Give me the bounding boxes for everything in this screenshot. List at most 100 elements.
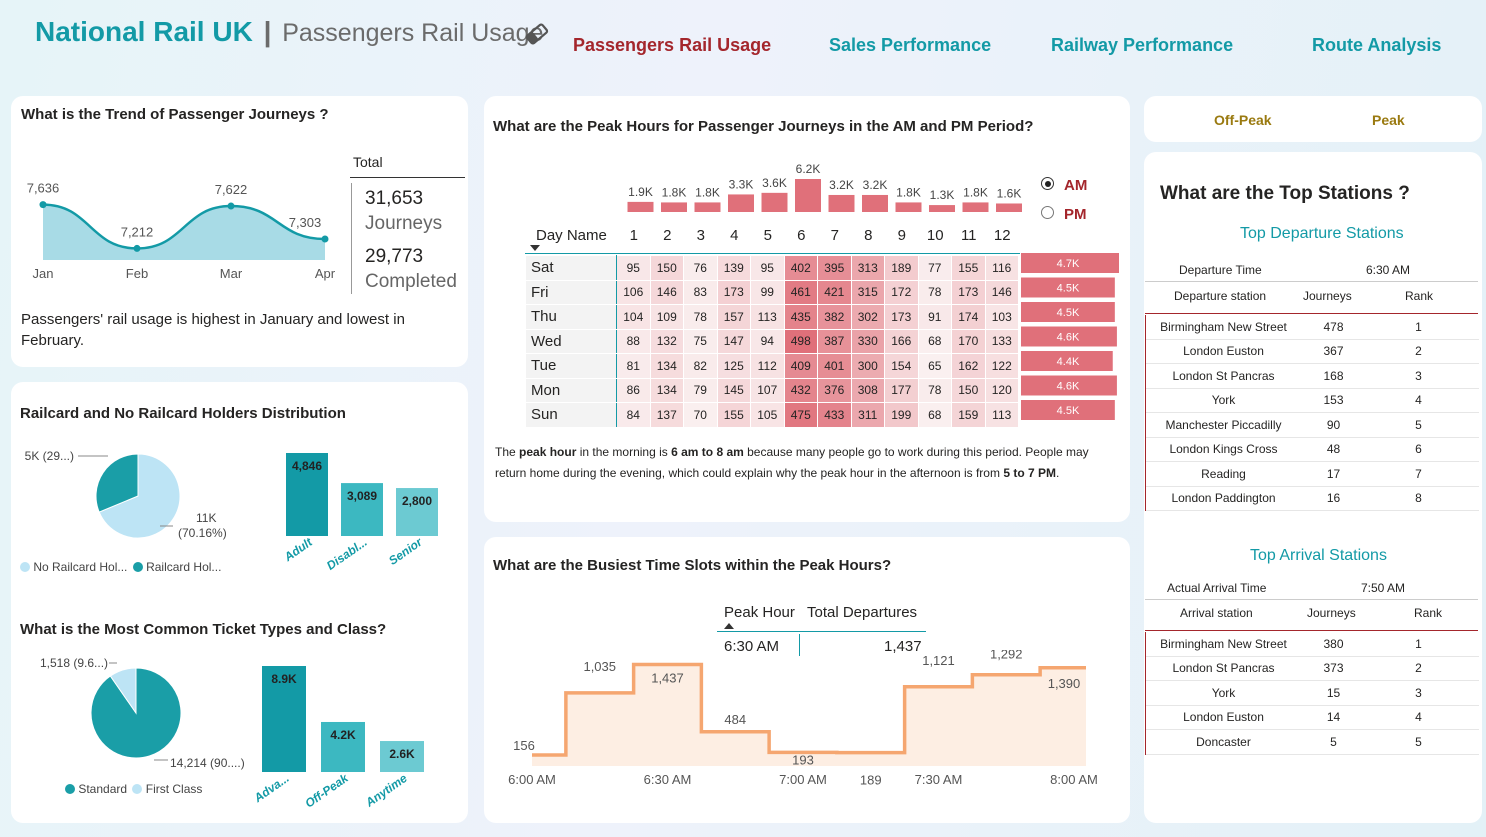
day-total-bar: [1021, 277, 1115, 298]
hour-total-label: 6.2K: [796, 162, 821, 176]
tab-peak[interactable]: Peak: [1372, 112, 1405, 128]
station-row[interactable]: Birmingham New Street 380 1: [1146, 632, 1479, 657]
dep-col-journeys[interactable]: Journeys: [1303, 289, 1352, 303]
hour-total-label: 3.3K: [729, 177, 754, 191]
station-row[interactable]: Manchester Piccadilly 90 5: [1146, 413, 1479, 438]
station-row[interactable]: York 153 4: [1146, 389, 1479, 413]
bar-category-label: Adva...: [251, 771, 292, 806]
brand-title: National Rail UK | Passengers Rail Usage: [35, 16, 543, 48]
heatmap-cell: 134: [649, 353, 684, 379]
hour-header[interactable]: 2: [663, 227, 672, 244]
sort-arrow-icon[interactable]: [530, 245, 540, 251]
station-row[interactable]: London Euston 14 4: [1146, 706, 1479, 730]
arr-col-journeys[interactable]: Journeys: [1307, 606, 1356, 620]
station-row[interactable]: London St Pancras 373 2: [1146, 657, 1479, 681]
station-row[interactable]: York 15 3: [1146, 681, 1479, 706]
hour-total-bar: [862, 194, 888, 212]
station-row[interactable]: Doncaster 5 5: [1146, 730, 1479, 755]
bar-data-label: 2,800: [402, 494, 432, 508]
nav-passengers-rail-usage[interactable]: Passengers Rail Usage: [573, 35, 772, 55]
trend-point: [39, 201, 47, 209]
day-total-label: 4.7K: [1057, 258, 1080, 270]
dep-col-station[interactable]: Departure station: [1174, 289, 1267, 303]
heatmap-cell: 147: [716, 328, 751, 354]
station-name-cell: Birmingham New Street: [1160, 319, 1287, 334]
station-row[interactable]: London St Pancras 168 3: [1146, 364, 1479, 389]
hour-header[interactable]: 9: [897, 227, 906, 244]
pie-pct-label: (70.16%): [178, 526, 227, 540]
rank-cell: 1: [1415, 319, 1422, 334]
heatmap-cell: 137: [649, 402, 684, 428]
pm-label[interactable]: PM: [1064, 206, 1087, 223]
dep-filter-row: Departure Time 6:30 AM: [1145, 258, 1478, 282]
trend-point: [227, 202, 235, 210]
nav-railway-performance[interactable]: Railway Performance: [1051, 35, 1234, 55]
am-label[interactable]: AM: [1064, 177, 1088, 194]
step-line: [532, 662, 1086, 757]
trend-x-tick: Apr: [315, 266, 336, 281]
bar-category-label: Anytime: [362, 771, 410, 810]
slots-col-peak-hour[interactable]: Peak Hour: [724, 604, 795, 621]
trend-area-fill: [43, 204, 325, 260]
heatmap-cell: 68: [917, 402, 952, 428]
hour-header[interactable]: 8: [864, 227, 873, 244]
day-total-bar: [1021, 400, 1115, 420]
arr-col-rank[interactable]: Rank: [1414, 606, 1443, 620]
station-name-cell: London St Pancras: [1172, 661, 1275, 676]
nav-sales-performance[interactable]: Sales Performance: [829, 35, 992, 55]
dep-col-rank[interactable]: Rank: [1405, 289, 1434, 303]
heatmap-cell: 402: [783, 255, 818, 281]
hour-header[interactable]: 5: [763, 227, 772, 244]
hour-header[interactable]: 11: [960, 227, 977, 244]
arr-filter-row: Actual Arrival Time 7:50 AM: [1145, 576, 1478, 600]
completed-value: 29,773: [365, 246, 424, 267]
hour-total-bar: [661, 202, 687, 212]
legend-no-railcard: No Railcard Hol...: [33, 560, 128, 574]
am-radio[interactable]: [1041, 177, 1054, 190]
heatmap-cell: 122: [984, 353, 1019, 379]
hour-total-label: 1.3K: [930, 188, 955, 202]
rank-cell: 2: [1415, 344, 1422, 359]
station-row[interactable]: London Paddington 16 8: [1146, 487, 1479, 511]
nav-route-analysis[interactable]: Route Analysis: [1312, 35, 1442, 55]
hour-header[interactable]: 1: [629, 227, 638, 244]
heatmap-cell: 84: [616, 402, 651, 428]
arr-col-station[interactable]: Arrival station: [1180, 606, 1253, 620]
pm-radio[interactable]: [1041, 206, 1054, 219]
slots-sort-arrow-icon[interactable]: [724, 623, 734, 629]
day-total-label: 4.6K: [1057, 381, 1080, 393]
step-data-label: 189: [860, 773, 882, 788]
heatmap-cell: 76: [683, 255, 718, 281]
day-total-bar: [1021, 253, 1119, 273]
time-slots-step-chart: 156 1,035 1,437 484 193 189 1,121 1,292 1,390 6:0…: [508, 650, 1098, 788]
hour-header[interactable]: 4: [730, 227, 739, 244]
hour-header[interactable]: 10: [926, 227, 944, 244]
station-row[interactable]: Reading 17 7: [1146, 462, 1479, 487]
hour-total-label: 3.6K: [762, 176, 787, 190]
hour-header[interactable]: 7: [830, 227, 839, 244]
step-data-label: 484: [724, 712, 746, 727]
heatmap-cell: 88: [616, 328, 651, 354]
tab-offpeak[interactable]: Off-Peak: [1214, 112, 1272, 128]
heatmap-cell: 146: [984, 279, 1019, 305]
hour-header[interactable]: 3: [696, 227, 705, 244]
eraser-icon[interactable]: [524, 22, 550, 46]
slots-col-total-departures[interactable]: Total Departures: [807, 604, 918, 621]
heatmap-cell: 107: [750, 377, 785, 403]
arr-time-value: 7:50 AM: [1361, 581, 1406, 595]
hour-header[interactable]: 12: [993, 227, 1011, 244]
rank-cell: 3: [1415, 685, 1422, 700]
journeys-value: 31,653: [365, 188, 424, 209]
station-row[interactable]: London Kings Cross 48 6: [1146, 438, 1479, 462]
bar-data-label: 8.9K: [271, 672, 297, 686]
arr-table-body: Birmingham New Street 380 1 London St Pancr…: [1145, 632, 1479, 755]
station-name-cell: York: [1211, 393, 1236, 408]
day-name-header[interactable]: Day Name: [536, 227, 607, 244]
page-subtitle: Passengers Rail Usage: [282, 19, 544, 47]
heatmap-cell: 475: [783, 402, 818, 428]
station-row[interactable]: Birmingham New Street 478 1: [1146, 315, 1479, 340]
heatmap-cell: 116: [984, 255, 1019, 281]
station-row[interactable]: London Euston 367 2: [1146, 340, 1479, 364]
hour-header[interactable]: 6: [797, 227, 806, 244]
heatmap-cell: 395: [817, 255, 852, 281]
